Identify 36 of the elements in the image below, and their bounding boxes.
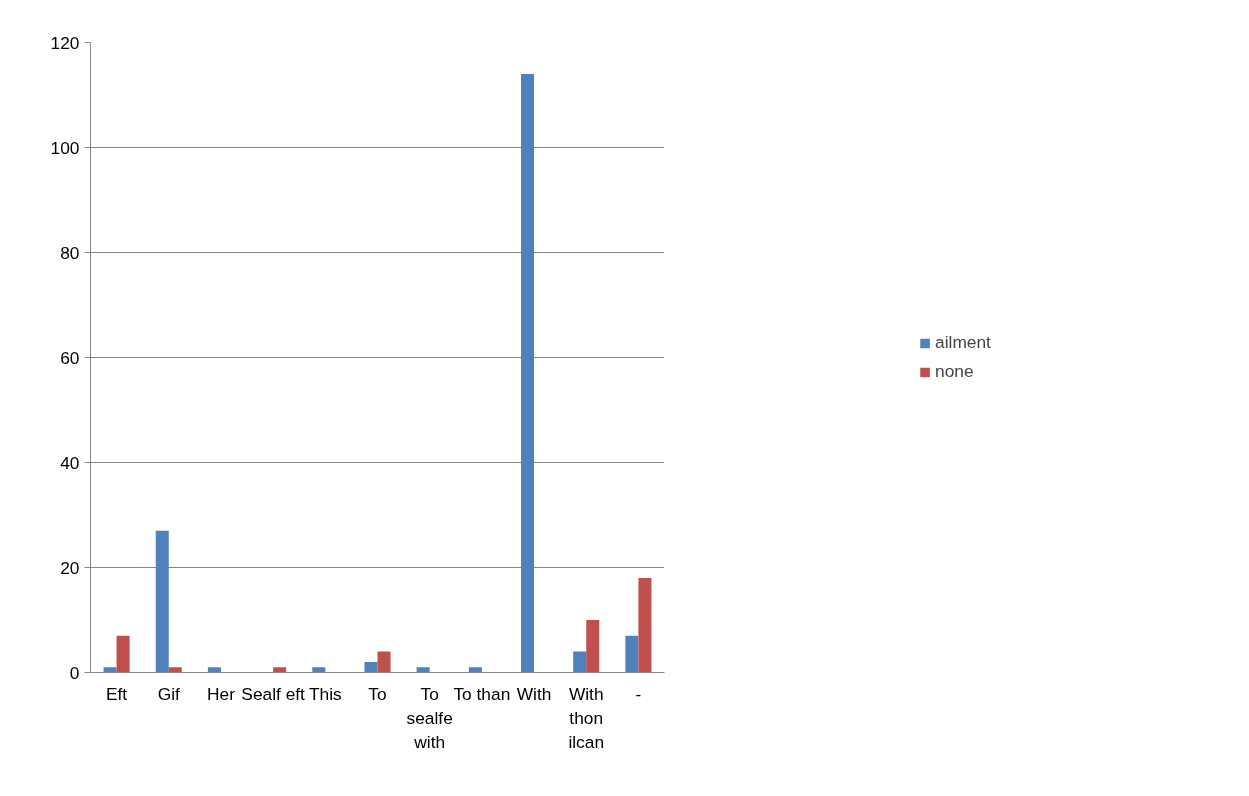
legend-label: ailment xyxy=(935,332,991,353)
y-tick-label: 40 xyxy=(60,452,80,473)
bar xyxy=(468,667,482,673)
x-tick-label: Gif xyxy=(157,683,181,704)
bar xyxy=(521,74,535,673)
bar xyxy=(573,651,587,673)
bar xyxy=(586,620,600,673)
bar xyxy=(638,578,652,673)
bar xyxy=(273,667,287,673)
y-tick-label: 100 xyxy=(50,137,80,158)
bar xyxy=(625,635,639,673)
y-tick-label: 0 xyxy=(69,662,80,683)
bar xyxy=(416,667,430,673)
x-tick-label: To sealfe with xyxy=(406,683,453,752)
bar xyxy=(155,530,169,673)
x-tick-label: This xyxy=(308,683,343,704)
x-tick-label: To xyxy=(368,683,387,704)
x-tick-label: With thon ilcan xyxy=(568,683,605,752)
bar xyxy=(168,667,182,673)
x-tick-label: Eft xyxy=(106,683,128,704)
bar xyxy=(312,667,326,673)
y-tick-label: 80 xyxy=(60,242,80,263)
bar xyxy=(377,651,391,673)
x-tick-label: - xyxy=(635,683,642,704)
legend-label: none xyxy=(935,361,974,382)
y-tick-label: 120 xyxy=(50,32,80,53)
bar xyxy=(103,667,117,673)
y-tick-label: 20 xyxy=(60,557,80,578)
x-tick-label: Sealf eft xyxy=(241,683,306,704)
x-tick-label: With xyxy=(516,683,552,704)
x-tick-label: Her xyxy=(206,683,236,704)
x-tick-label: To than xyxy=(453,683,511,704)
bar xyxy=(207,667,221,673)
y-tick-label: 60 xyxy=(60,347,80,368)
bar xyxy=(364,662,378,673)
bar xyxy=(116,635,130,673)
